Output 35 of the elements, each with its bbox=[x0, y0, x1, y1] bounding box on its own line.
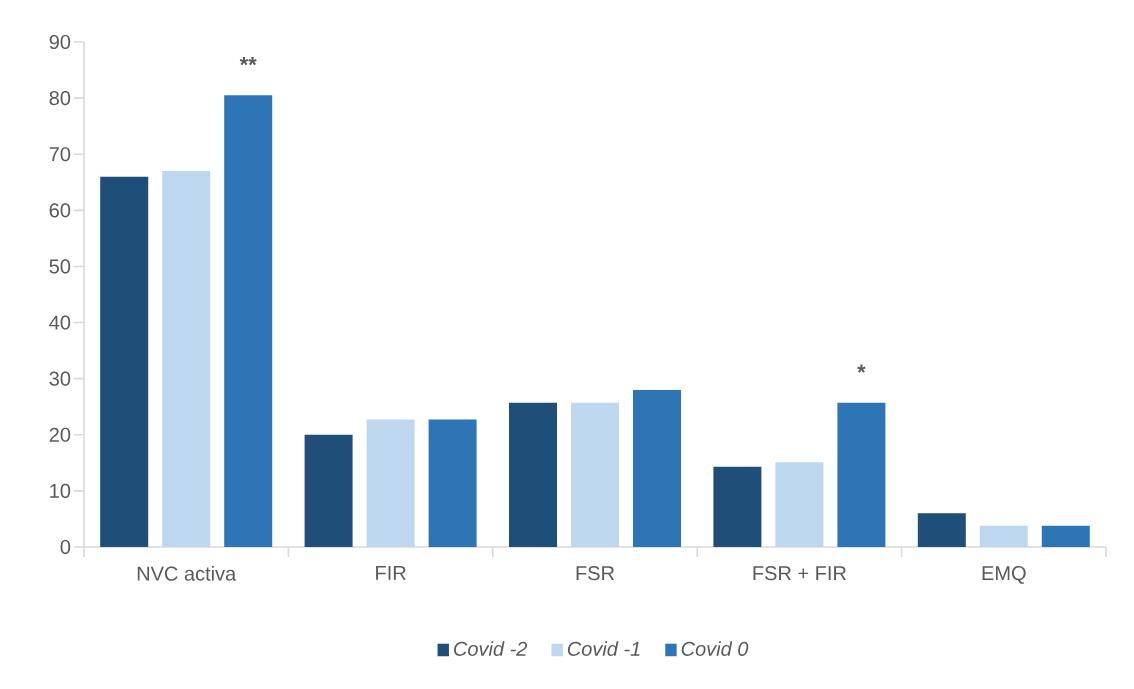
x-tick-label: FSR bbox=[576, 566, 615, 581]
y-tick-label: 90 bbox=[49, 34, 71, 50]
x-tick-label: NVC activa bbox=[137, 566, 237, 581]
y-tick-label: 10 bbox=[50, 483, 71, 498]
bar bbox=[224, 95, 273, 547]
bar bbox=[917, 513, 966, 547]
bar bbox=[162, 171, 211, 547]
y-tick-label: 20 bbox=[49, 427, 71, 442]
legend-label: Covid 0 bbox=[681, 641, 749, 656]
bar bbox=[571, 402, 619, 547]
y-tick-label: 60 bbox=[49, 203, 71, 218]
y-tick-label: 80 bbox=[49, 91, 71, 106]
bar bbox=[509, 402, 557, 547]
bar bbox=[1041, 525, 1090, 547]
y-tick-label: 70 bbox=[49, 147, 71, 162]
legend-label: Covid -2 bbox=[454, 641, 528, 656]
x-tick-label: FIR bbox=[376, 566, 406, 580]
x-tick-label: FSR + FIR bbox=[753, 566, 846, 581]
bar bbox=[304, 434, 353, 547]
bar bbox=[979, 525, 1028, 547]
bar bbox=[366, 419, 415, 547]
y-tick-label: 0 bbox=[60, 539, 71, 555]
annotation: ** bbox=[239, 57, 257, 66]
bar bbox=[100, 176, 149, 547]
bar bbox=[428, 419, 477, 547]
bar bbox=[837, 402, 886, 547]
x-tick-label: EMQ bbox=[982, 566, 1026, 584]
legend-label: Covid -1 bbox=[567, 641, 640, 656]
y-tick-label: 30 bbox=[49, 371, 71, 386]
y-tick-label: 50 bbox=[49, 259, 71, 274]
bar bbox=[713, 466, 762, 547]
annotation: * bbox=[857, 364, 866, 373]
bar bbox=[775, 462, 824, 547]
bar bbox=[633, 389, 682, 547]
y-tick-label: 40 bbox=[49, 315, 71, 330]
